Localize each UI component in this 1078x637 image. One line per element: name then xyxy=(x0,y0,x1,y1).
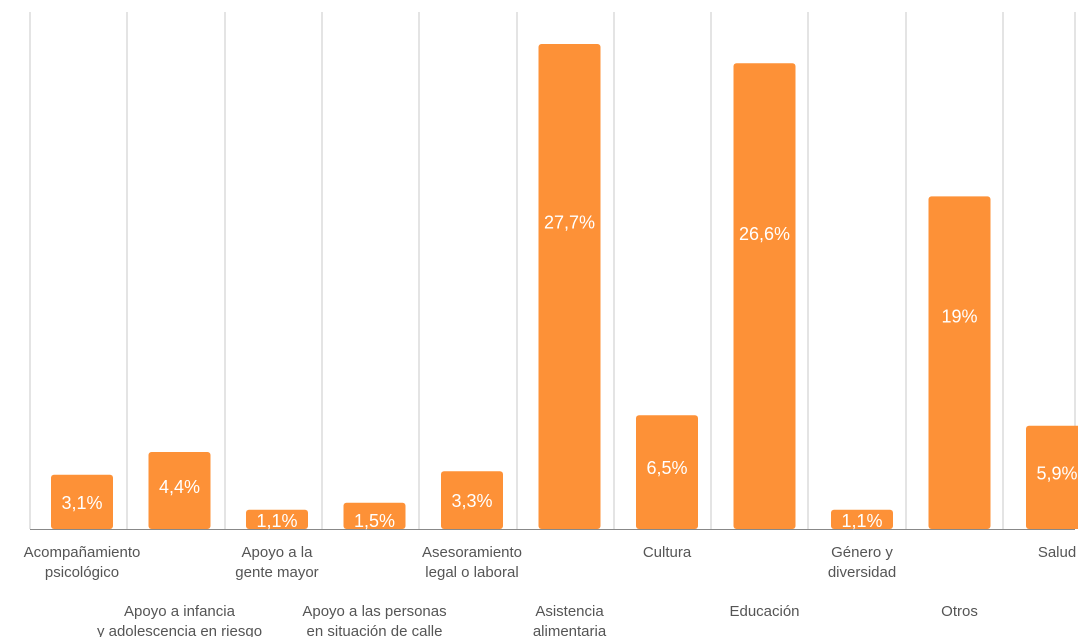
data-label-0: 3,1% xyxy=(61,493,102,513)
data-label-10: 5,9% xyxy=(1036,463,1077,483)
bar-3 xyxy=(343,502,406,529)
grid-lines xyxy=(29,12,1076,529)
x-tick-label-10: Salud xyxy=(1038,544,1076,561)
bar-5 xyxy=(538,44,601,529)
x-tick-label-2: Apoyo a la gente mayor xyxy=(235,544,318,581)
bar-10 xyxy=(1026,425,1078,529)
data-label-2: 1,1% xyxy=(256,511,297,531)
bar-2 xyxy=(246,509,308,529)
data-label-6: 6,5% xyxy=(646,458,687,478)
data-label-3: 1,5% xyxy=(354,511,395,531)
bars xyxy=(51,44,1078,530)
x-tick-label-8: Género y diversidad xyxy=(828,544,896,581)
data-label-4: 3,3% xyxy=(451,491,492,511)
bar-6 xyxy=(636,415,698,529)
data-label-1: 4,4% xyxy=(159,477,200,497)
x-tick-label-1: Apoyo a infancia y adolescencia en riesgo xyxy=(97,603,262,637)
bar-1 xyxy=(148,451,211,529)
x-tick-label-0: Acompañamiento psicológico xyxy=(24,544,141,581)
bar-7 xyxy=(733,63,796,530)
x-tick-label-3: Apoyo a las personas en situación de call… xyxy=(302,603,446,637)
x-tick-label-4: Asesoramiento legal o laboral xyxy=(422,544,522,581)
x-tick-label-7: Educación xyxy=(729,603,799,620)
bar-4 xyxy=(441,471,503,529)
data-label-5: 27,7% xyxy=(544,212,595,232)
x-tick-label-5: Asistencia alimentaria xyxy=(533,603,607,637)
bar-9 xyxy=(928,196,991,529)
data-labels: 3,1% 4,4% 1,1% 1,5% 3,3% 27,7% 6,5% 26,6% 1,1% 19… xyxy=(61,212,1077,531)
x-tick-label-6: Cultura xyxy=(643,544,692,561)
data-label-9: 19% xyxy=(941,307,977,327)
data-label-7: 26,6% xyxy=(739,224,790,244)
x-tick-label-9: Otros xyxy=(941,603,978,620)
data-label-8: 1,1% xyxy=(841,511,882,531)
bar-0 xyxy=(51,474,113,529)
x-tick-labels: Acompañamiento psicológico Apoyo a infanci… xyxy=(24,544,1077,637)
bar-8 xyxy=(831,509,893,529)
